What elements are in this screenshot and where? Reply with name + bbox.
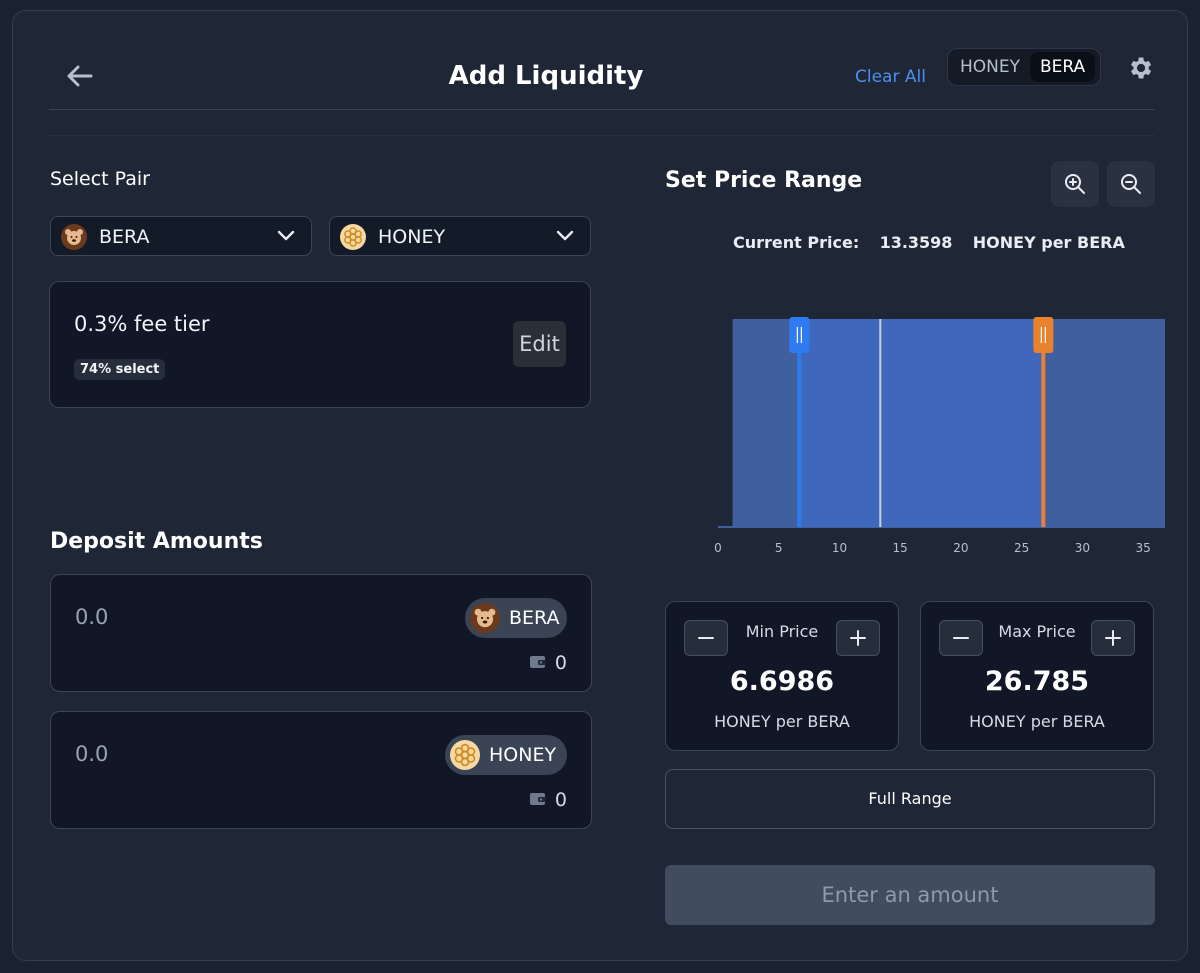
zoom-out-button[interactable] [1107,161,1155,207]
fee-select-badge: 74% select [74,359,166,380]
token-a-label: BERA [99,226,150,248]
back-arrow-icon[interactable] [63,59,97,93]
honey-token-icon [450,740,480,770]
honey-token-icon [340,224,366,250]
set-price-range-label: Set Price Range [665,168,863,193]
min-price-label: Min Price [745,622,819,641]
token-b-label: HONEY [378,226,446,248]
token-b-select[interactable]: HONEY [329,216,591,256]
min-price-value[interactable]: 6.6986 [729,666,835,697]
edit-fee-button[interactable]: Edit [513,321,566,367]
honey-token-button[interactable]: HONEY [445,735,567,775]
max-price-unit: HONEY per BERA [969,712,1105,731]
price-range-chart[interactable]: 0 5 10 15 20 25 30 35 [699,301,1167,561]
min-price-increment-button[interactable] [836,620,880,656]
full-range-button[interactable]: Full Range [665,769,1155,829]
add-liquidity-panel: Add Liquidity Clear All HONEY BERA Selec… [12,10,1188,961]
selected-range-area [799,319,1044,527]
max-price-label: Max Price [998,622,1076,641]
minus-icon [953,637,969,639]
gear-icon[interactable] [1126,54,1154,82]
section-divider [49,135,1155,136]
honey-token-label: HONEY [489,744,557,766]
wallet-icon [530,793,546,805]
x-tick-label: 20 [953,541,968,555]
bera-token-label: BERA [509,607,560,629]
zoom-out-icon [1121,174,1141,194]
bera-token-button[interactable]: BERA [465,598,567,638]
min-price-unit: HONEY per BERA [714,712,850,731]
deposit-row-bera: 0.0 BERA 0 [50,574,592,692]
honey-balance: 0 [554,789,567,811]
x-tick-label: 30 [1075,541,1090,555]
current-price-label: Current Price: [733,233,860,252]
max-price-value[interactable]: 26.785 [984,666,1090,697]
max-price-increment-button[interactable] [1091,620,1135,656]
max-price-handle[interactable] [1033,317,1054,353]
toggle-honey[interactable]: HONEY [960,57,1021,77]
submit-button[interactable]: Enter an amount [665,865,1155,925]
max-price-handle-line [1041,319,1046,527]
bera-token-icon [61,224,87,250]
deposit-row-honey: 0.0 HONEY 0 [50,711,592,829]
max-price-decrement-button[interactable] [939,620,983,656]
fee-tier-card: 0.3% fee tier 74% select Edit [49,281,591,408]
wallet-icon [530,656,546,668]
x-tick-label: 25 [1014,541,1029,555]
zoom-in-icon [1065,174,1085,194]
min-price-handle[interactable] [789,317,810,353]
minus-icon [698,637,714,639]
x-tick-label: 10 [832,541,847,555]
bera-token-icon [470,603,500,633]
toggle-bera[interactable]: BERA [1030,52,1096,82]
x-tick-label: 35 [1135,541,1150,555]
deposit-amounts-label: Deposit Amounts [50,529,263,554]
plus-icon [850,630,866,646]
min-price-decrement-button[interactable] [684,620,728,656]
zoom-in-button[interactable] [1051,161,1099,207]
x-tick-label: 0 [714,541,722,555]
x-tick-label: 15 [893,541,908,555]
plus-icon [1105,630,1121,646]
current-price-readout: Current Price: 13.3598 HONEY per BERA [733,233,1125,252]
min-price-handle-line [797,319,802,527]
current-price-unit: HONEY per BERA [972,233,1125,252]
current-price-value: 13.3598 [879,233,953,252]
chevron-down-icon [277,230,295,241]
min-price-box: Min Price 6.6986 HONEY per BERA [665,601,899,751]
header-divider [49,109,1155,110]
fee-tier-text: 0.3% fee tier [74,312,210,336]
token-order-toggle: HONEY BERA [947,48,1101,86]
chevron-down-icon [556,230,574,241]
honey-amount-input[interactable]: 0.0 [75,742,109,766]
page-title: Add Liquidity [448,61,644,91]
token-a-select[interactable]: BERA [50,216,312,256]
bera-amount-input[interactable]: 0.0 [75,605,109,629]
clear-all-button[interactable]: Clear All [855,67,926,87]
x-tick-label: 5 [775,541,783,555]
bera-balance: 0 [554,652,567,674]
max-price-box: Max Price 26.785 HONEY per BERA [920,601,1154,751]
select-pair-label: Select Pair [50,168,150,190]
